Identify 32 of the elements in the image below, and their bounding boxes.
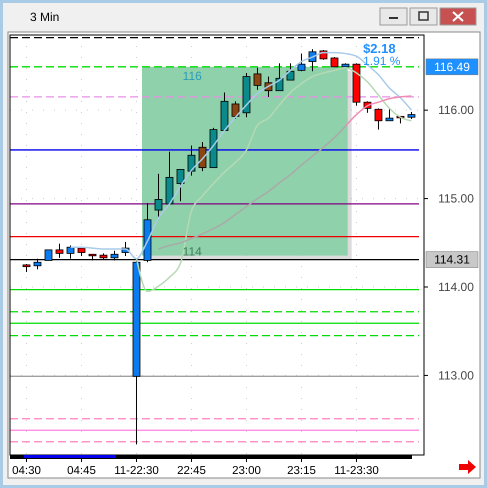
y-tick-label: 114.00 [438,280,474,294]
candlestick [374,108,382,130]
ref-line-label: 116.49 [434,60,470,74]
annotation: $2.18 [363,40,396,56]
annotation: 1.91 % [363,54,401,68]
line-series [136,66,412,292]
x-tick-label: 22:45 [177,465,206,477]
x-tick-label: 04:30 [12,465,41,477]
chart-title: 3 Min [30,10,60,24]
annotation: 116 [182,68,202,83]
candlestick [276,62,284,92]
y-tick-label: 116.00 [438,103,474,118]
candlestick [154,173,162,218]
x-tick-label: 11-23:30 [334,465,379,477]
x-tick-label: 04:45 [67,465,96,477]
candlestick [176,168,184,202]
y-tick-label: 113.00 [438,368,474,382]
x-tick-label: 11-22:30 [114,465,159,477]
candlestick [254,67,262,90]
candlestick [232,100,240,120]
x-tick-label: 23:15 [287,465,316,477]
candlestick [286,62,294,81]
candlestick [386,108,394,122]
ref-line-label: 114.31 [434,252,470,267]
candlestick [330,56,338,68]
x-tick-label: 23:00 [232,465,261,477]
candlestick [188,145,196,176]
y-tick-label: 115.00 [438,192,474,206]
line-series [344,95,412,127]
annotation: 114 [182,244,202,259]
candlestick [298,53,306,72]
candlestick [198,141,206,172]
